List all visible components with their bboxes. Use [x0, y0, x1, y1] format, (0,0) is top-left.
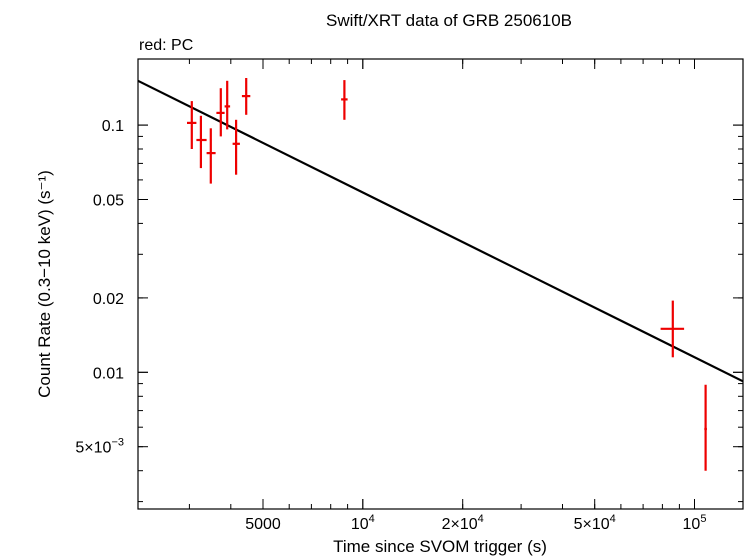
y-tick-label: 0.01: [93, 365, 124, 382]
data-point: [206, 128, 216, 184]
data-points: [187, 78, 707, 471]
data-point: [216, 88, 225, 137]
data-point: [224, 80, 231, 130]
x-tick-label: 2×104: [442, 513, 484, 533]
x-tick-label: 104: [351, 513, 375, 533]
model-fit: [137, 79, 744, 383]
x-tick-label: 5×104: [574, 513, 616, 533]
tick-labels: 5000 104 2×104 5×104 105 0.1 0.05 0.02 0.01 5×10−…: [75, 118, 706, 533]
data-point: [341, 80, 348, 120]
data-point: [187, 101, 197, 149]
data-point: [232, 119, 240, 175]
y-tick-label: 0.05: [93, 193, 124, 210]
model-line: [137, 79, 744, 383]
axis-ticks: [138, 59, 743, 509]
x-tick-label: 5000: [245, 516, 281, 533]
data-point: [704, 384, 707, 471]
data-point: [196, 115, 207, 169]
data-point: [660, 300, 685, 358]
plot-frame: [137, 58, 744, 510]
chart-title: Swift/XRT data of GRB 250610B: [326, 11, 572, 30]
y-tick-label: 0.02: [93, 291, 124, 308]
y-tick-label: 0.1: [102, 118, 124, 135]
data-point: [241, 78, 251, 115]
x-axis-label: Time since SVOM trigger (s): [333, 537, 547, 556]
y-axis-label: Count Rate (0.3−10 keV) (s⁻¹): [35, 170, 54, 398]
chart-subtitle: red: PC: [139, 37, 193, 54]
x-tick-label: 105: [683, 513, 707, 533]
y-tick-label: 5×10−3: [75, 437, 124, 457]
